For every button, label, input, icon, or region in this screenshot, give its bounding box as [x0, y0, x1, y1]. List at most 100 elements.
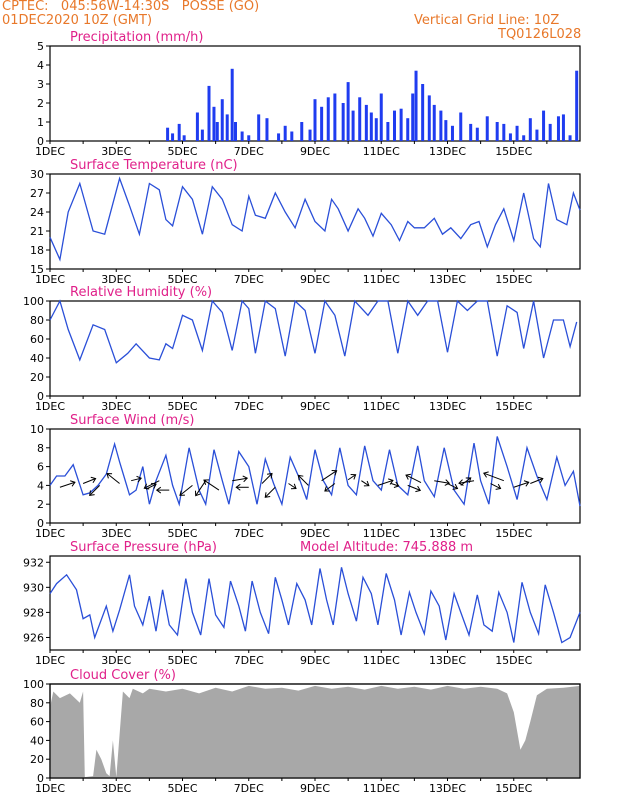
precip-bar [257, 114, 261, 141]
wind-vector [264, 486, 276, 498]
precip-bar [283, 125, 287, 141]
cloud-xtick-label: 5DEC [167, 782, 197, 795]
precip-bar [502, 123, 506, 141]
wind-vector [82, 478, 96, 484]
precip-bar [414, 70, 418, 141]
pressure-xtick-label: 9DEC [300, 654, 330, 667]
rh-ytick-label: 40 [30, 352, 44, 365]
rh-xtick-label: 1DEC [35, 400, 65, 413]
rh-frame [49, 300, 581, 397]
wind-vector-head [264, 492, 271, 498]
header-station: CPTEC: 045:56W-14:30S POSSE (GO) [2, 0, 260, 14]
temp-ytick-label: 15 [30, 263, 44, 276]
wind-vector [377, 479, 394, 486]
precip-bar [374, 118, 378, 141]
wind-vector-head [331, 469, 338, 476]
precip-bar [333, 93, 337, 141]
temp-series-line [49, 176, 581, 262]
precip-bar [346, 82, 350, 141]
cloud-xtick-label: 3DEC [101, 782, 131, 795]
rh-ytick-label: 0 [37, 390, 44, 403]
precip-bar [341, 103, 345, 141]
wind-vector [407, 484, 421, 491]
wind-xtick-label: 3DEC [101, 527, 131, 540]
precip-xtick-label: 5DEC [167, 145, 197, 158]
precip-bar [220, 99, 224, 141]
pressure-xtick-label: 11DEC [363, 654, 400, 667]
pressure-ytick-label: 932 [23, 556, 44, 569]
wind-vector [89, 485, 101, 496]
rh-ytick-label: 60 [30, 333, 44, 346]
wind-vector-head [363, 480, 370, 487]
wind-vector-head [523, 480, 530, 487]
rh-ytick-label: 80 [30, 314, 44, 327]
wind-vector-head [458, 479, 464, 486]
precip-ytick-label: 0 [37, 135, 44, 148]
precip-bar [364, 104, 368, 141]
wind-ytick-label: 8 [37, 442, 44, 455]
cloud-ytick-label: 100 [23, 678, 44, 691]
precip-bar [379, 93, 383, 141]
precip-bar [386, 122, 390, 141]
wind-vector-head [179, 490, 185, 496]
temp-xtick-label: 5DEC [167, 273, 197, 286]
precip-bar [358, 97, 362, 141]
precip-title: Precipitation (mm/h) [70, 30, 203, 45]
wind-vector [347, 474, 356, 481]
precip-bar [215, 122, 219, 141]
wind-vector-head [136, 475, 142, 483]
wind-vector [179, 485, 193, 496]
pressure-xtick-label: 7DEC [234, 654, 264, 667]
wind-vector-head [405, 473, 412, 480]
cloud-ytick-label: 40 [30, 734, 44, 747]
precip-xtick-label: 3DEC [101, 145, 131, 158]
wind-vector [321, 470, 337, 482]
precip-bar [351, 110, 355, 141]
precip-bar [475, 127, 479, 141]
rh-ytick-label: 20 [30, 371, 44, 384]
rh-xtick-label: 15DEC [495, 400, 532, 413]
precip-bar [326, 97, 330, 141]
wind-xtick-label: 15DEC [495, 527, 532, 540]
wind-series-line [49, 436, 581, 507]
temp-xtick-label: 9DEC [300, 273, 330, 286]
pressure-xtick-label: 15DEC [495, 654, 532, 667]
rh-xtick-label: 3DEC [101, 400, 131, 413]
pressure-ytick-label: 930 [23, 581, 44, 594]
wind-vector-head [495, 483, 502, 490]
temp-ytick-label: 27 [30, 187, 44, 200]
wind-vector [195, 480, 207, 496]
wind-vector-head [155, 486, 162, 494]
wind-vector-head [297, 474, 304, 481]
wind-vector [361, 480, 370, 487]
wind-vector [324, 483, 336, 492]
precip-bar [247, 135, 251, 141]
precip-bar [230, 68, 234, 141]
cloud-ytick-label: 20 [30, 753, 44, 766]
wind-xtick-label: 1DEC [35, 527, 65, 540]
wind-vector [513, 481, 529, 488]
wind-vector-head [235, 483, 241, 491]
cloud-xtick-label: 11DEC [363, 782, 400, 795]
temp-xtick-label: 13DEC [429, 273, 466, 286]
pressure-title: Surface Pressure (hPa) [70, 540, 217, 555]
temp-ytick-label: 24 [30, 206, 44, 219]
pressure-ytick-label: 928 [23, 606, 44, 619]
precip-bar [234, 122, 237, 141]
precip-xtick-label: 15DEC [495, 145, 532, 158]
precip-ytick-label: 2 [37, 97, 44, 110]
wind-ytick-label: 0 [37, 517, 44, 530]
wind-vector [59, 481, 76, 488]
wind-vector-head [290, 483, 297, 490]
rh-ytick-label: 100 [23, 295, 44, 308]
precip-bar [320, 106, 324, 141]
wind-vector-head [90, 476, 97, 484]
wind-vector-head [266, 472, 273, 479]
model-altitude: Model Altitude: 745.888 m [300, 540, 473, 555]
wind-vector-head [483, 471, 489, 478]
wind-vector [458, 480, 475, 484]
cloud-ytick-label: 80 [30, 697, 44, 710]
rh-xtick-label: 9DEC [300, 400, 330, 413]
precip-bar [548, 123, 552, 141]
